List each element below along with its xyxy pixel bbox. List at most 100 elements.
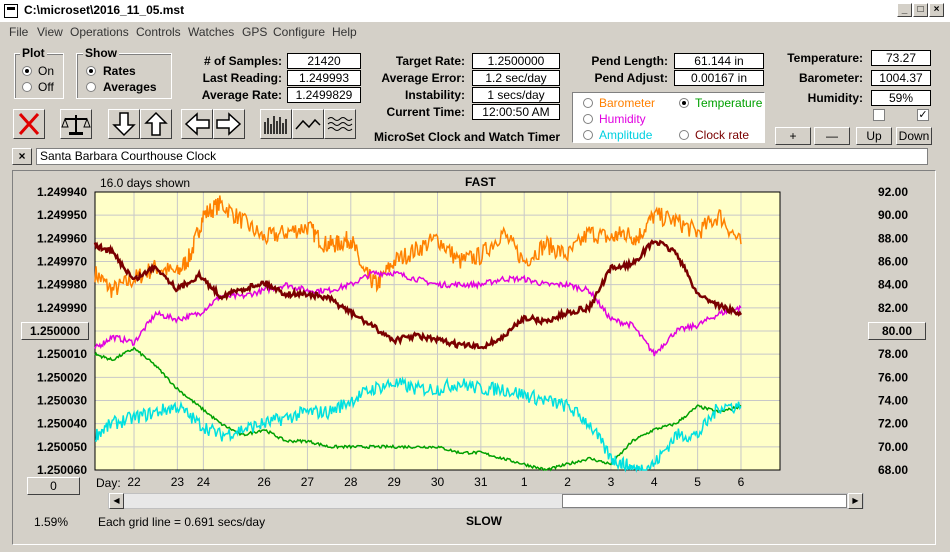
left-tick-label: 1.250030: [37, 394, 87, 408]
menu-help[interactable]: Help: [332, 25, 357, 39]
title-bar: C:\microset\2016_11_05.mst _ □ ×: [0, 0, 950, 23]
series-line-temperature: [94, 346, 742, 472]
balance-button[interactable]: [60, 109, 92, 139]
x-axis-label: Day:: [96, 476, 121, 490]
option-checkbox-1[interactable]: [873, 109, 885, 121]
arrow-down-icon: [112, 112, 136, 137]
barometer-radio[interactable]: [583, 98, 593, 108]
pend-length-field[interactable]: 61.144 in: [674, 53, 764, 69]
right-tick-label: 84.00: [878, 278, 908, 292]
menu-gps[interactable]: GPS: [242, 25, 268, 39]
right-tick-label: 88.00: [878, 231, 908, 245]
show-rates-label: Rates: [103, 64, 136, 78]
chart-title: FAST: [465, 175, 496, 189]
right-tick-label: 82.00: [878, 301, 908, 315]
minus-button[interactable]: —: [814, 127, 850, 145]
current-time-field: 12:00:50 AM: [472, 104, 560, 120]
close-window-button[interactable]: ×: [929, 3, 944, 17]
scroll-right-arrow-icon[interactable]: ▶: [848, 493, 863, 509]
amplitude-radio[interactable]: [583, 130, 593, 140]
left-tick-label: 1.249960: [37, 231, 87, 245]
option-checkbox-2[interactable]: ✓: [917, 109, 929, 121]
left-axis-center-button[interactable]: 1.250000: [21, 322, 89, 340]
average-error-field: 1.2 sec/day: [472, 70, 560, 86]
left-tick-label: 1.249970: [37, 255, 87, 269]
barometer-option-label: Barometer: [599, 96, 656, 110]
average-rate-field: 1.2499829: [287, 87, 361, 103]
x-tick-label: 4: [651, 475, 658, 489]
x-tick-label: 31: [474, 475, 488, 489]
minimize-button[interactable]: _: [897, 3, 912, 17]
right-tick-label: 86.00: [878, 255, 908, 269]
x-tick-label: 3: [608, 475, 615, 489]
plot-border: [94, 191, 781, 471]
menu-watches[interactable]: Watches: [188, 25, 235, 39]
temperature-field: 73.27: [871, 50, 931, 66]
right-tick-label: 68.00: [878, 463, 908, 477]
show-averages-radio[interactable]: [86, 82, 96, 92]
plot-on-label: On: [38, 64, 55, 78]
down-button[interactable]: Down: [896, 127, 932, 145]
instability-field: 1 secs/day: [472, 87, 560, 103]
show-rates-radio[interactable]: [86, 66, 96, 76]
clock-rate-option-label: Clock rate: [695, 128, 750, 142]
days-shown-label: 16.0 days shown: [100, 176, 191, 190]
samples-label: # of Samples:: [203, 54, 282, 68]
x-tick-label: 24: [197, 475, 211, 489]
x-tick-label: 28: [344, 475, 358, 489]
current-time-label: Current Time:: [386, 105, 465, 119]
menu-operations[interactable]: Operations: [70, 25, 129, 39]
wavy-lines-icon: [327, 117, 353, 131]
arrow-up-icon: [144, 111, 168, 136]
x-tick-label: 5: [694, 475, 701, 489]
arrow-down-button[interactable]: [108, 109, 140, 139]
target-rate-field[interactable]: 1.2500000: [472, 53, 560, 69]
series-line-barometer: [94, 195, 742, 298]
scroll-left-arrow-icon[interactable]: ◀: [109, 493, 124, 509]
clear-name-button[interactable]: ×: [12, 148, 32, 165]
line-view-button[interactable]: [292, 109, 324, 139]
average-rate-label: Average Rate:: [201, 88, 282, 102]
menu-file[interactable]: File: [9, 25, 29, 39]
chart-frame: [12, 170, 936, 545]
clock-name-input[interactable]: Santa Barbara Courthouse Clock: [36, 148, 928, 165]
plus-button[interactable]: +: [775, 127, 811, 145]
left-zero-button[interactable]: 0: [27, 477, 80, 495]
sensor-options-panel: [572, 92, 765, 143]
left-tick-label: 1.250040: [37, 417, 87, 431]
plot-on-radio[interactable]: [22, 66, 32, 76]
pend-length-label: Pend Length:: [591, 54, 668, 68]
x-tick-label: 26: [257, 475, 271, 489]
window-title: C:\microset\2016_11_05.mst: [24, 3, 185, 17]
x-tick-label: 6: [738, 475, 745, 489]
app-icon[interactable]: [4, 4, 18, 18]
clock-rate-radio[interactable]: [679, 130, 689, 140]
series-line-humidity: [94, 269, 742, 357]
arrow-up-button[interactable]: [140, 109, 172, 139]
app-name: MicroSet Clock and Watch Timer: [374, 130, 561, 144]
menu-configure[interactable]: Configure: [273, 25, 326, 39]
left-tick-label: 1.250010: [37, 347, 87, 361]
horizontal-scrollbar[interactable]: ◀ ▶: [108, 493, 864, 509]
humidity-radio[interactable]: [583, 114, 593, 124]
temperature-radio[interactable]: [679, 98, 689, 108]
humidity-label: Humidity:: [807, 91, 863, 105]
show-group-label: Show: [83, 46, 119, 60]
bar-chart-icon: [264, 116, 287, 134]
right-tick-label: 72.00: [878, 417, 908, 431]
show-group: [76, 53, 172, 99]
right-axis-center-button[interactable]: 80.00: [868, 322, 926, 340]
multi-line-view-button[interactable]: [324, 109, 356, 139]
menu-view[interactable]: View: [37, 25, 63, 39]
arrow-right-button[interactable]: [213, 109, 245, 139]
right-tick-label: 74.00: [878, 394, 908, 408]
stop-button[interactable]: [13, 109, 45, 139]
left-tick-label: 1.249990: [37, 301, 87, 315]
arrow-left-button[interactable]: [181, 109, 213, 139]
bars-view-button[interactable]: [260, 109, 292, 139]
plot-off-radio[interactable]: [22, 82, 32, 92]
scrollbar-thumb[interactable]: [562, 494, 847, 508]
menu-controls[interactable]: Controls: [136, 25, 181, 39]
maximize-button[interactable]: □: [913, 3, 928, 17]
up-button[interactable]: Up: [856, 127, 892, 145]
